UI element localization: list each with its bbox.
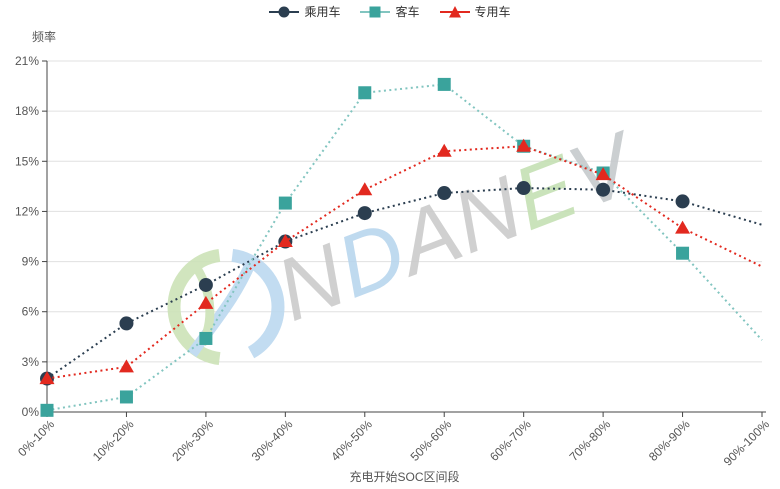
data-point-square (199, 331, 213, 345)
data-point-circle (516, 181, 531, 196)
x-axis-title: 充电开始SOC区间段 (349, 470, 460, 484)
x-tick-label: 50%-60% (408, 417, 455, 464)
x-tick-label: 0%-10% (15, 417, 57, 459)
x-tick-label: 30%-40% (249, 417, 296, 464)
data-point-triangle (436, 143, 452, 157)
x-tick-label: 90%-100% (721, 417, 773, 469)
watermark-logo (167, 248, 285, 366)
legend-label: 客车 (395, 5, 420, 19)
legend-item-2[interactable]: 客车 (360, 5, 420, 19)
data-point-triangle (198, 295, 214, 309)
data-point-triangle (277, 234, 293, 248)
data-point-circle (357, 206, 372, 221)
legend-marker-circle-icon (269, 6, 300, 18)
data-point-triangle (39, 371, 55, 385)
y-tick-label: 9% (22, 255, 40, 269)
series-line (46, 83, 763, 412)
x-tick-label: 60%-70% (487, 417, 534, 464)
data-point-square (358, 86, 372, 100)
y-tick-label: 0% (22, 405, 40, 419)
data-point-circle (437, 186, 452, 201)
y-tick-label: 3% (22, 355, 40, 369)
x-tick-label: 40%-50% (328, 417, 375, 464)
watermark-text: NDANEV (263, 111, 652, 339)
legend-marker-triangle-icon (439, 6, 470, 18)
data-point-circle (675, 194, 690, 209)
y-tick-label: 12% (15, 204, 39, 218)
data-point-square (278, 196, 292, 210)
legend-item-3[interactable]: 专用车 (439, 5, 511, 19)
logo-green-arc (167, 248, 285, 366)
data-point-triangle (675, 220, 691, 234)
data-point-circle (119, 316, 134, 331)
logo-blue-arc (167, 248, 285, 366)
y-tick-label: 18% (15, 104, 39, 118)
data-point-square (119, 390, 133, 404)
legend-label: 乘用车 (304, 5, 341, 19)
legend-item-1[interactable]: 乘用车 (269, 5, 340, 19)
data-point-triangle (595, 167, 611, 181)
data-point-square (437, 77, 451, 91)
data-point-square (40, 403, 54, 417)
series-3 (39, 138, 763, 385)
series-line (46, 145, 763, 380)
data-point-triangle (516, 138, 532, 152)
data-point-triangle (118, 359, 134, 373)
legend-marker-square-icon (360, 6, 391, 18)
x-tick-label: 10%-20% (90, 417, 137, 464)
legend: 乘用车 客车 专用车 (0, 5, 780, 19)
x-tick-label: 80%-90% (646, 417, 693, 464)
x-tick-label: 70%-80% (567, 417, 614, 464)
data-point-triangle (357, 182, 373, 196)
x-tick-label: 20%-30% (169, 417, 216, 464)
data-point-circle (596, 182, 611, 197)
y-tick-label: 15% (15, 154, 39, 168)
legend-symbol (278, 6, 290, 18)
y-tick-label: 6% (22, 305, 40, 319)
legend-label: 专用车 (474, 5, 511, 19)
data-point-circle (198, 277, 213, 292)
legend-symbol (448, 6, 461, 18)
y-axis-title: 频率 (32, 30, 57, 44)
data-point-square (676, 246, 690, 260)
series-line (46, 187, 763, 380)
watermark: NDANEV (167, 111, 653, 366)
legend-symbol (369, 6, 381, 18)
y-tick-label: 21% (15, 54, 39, 68)
